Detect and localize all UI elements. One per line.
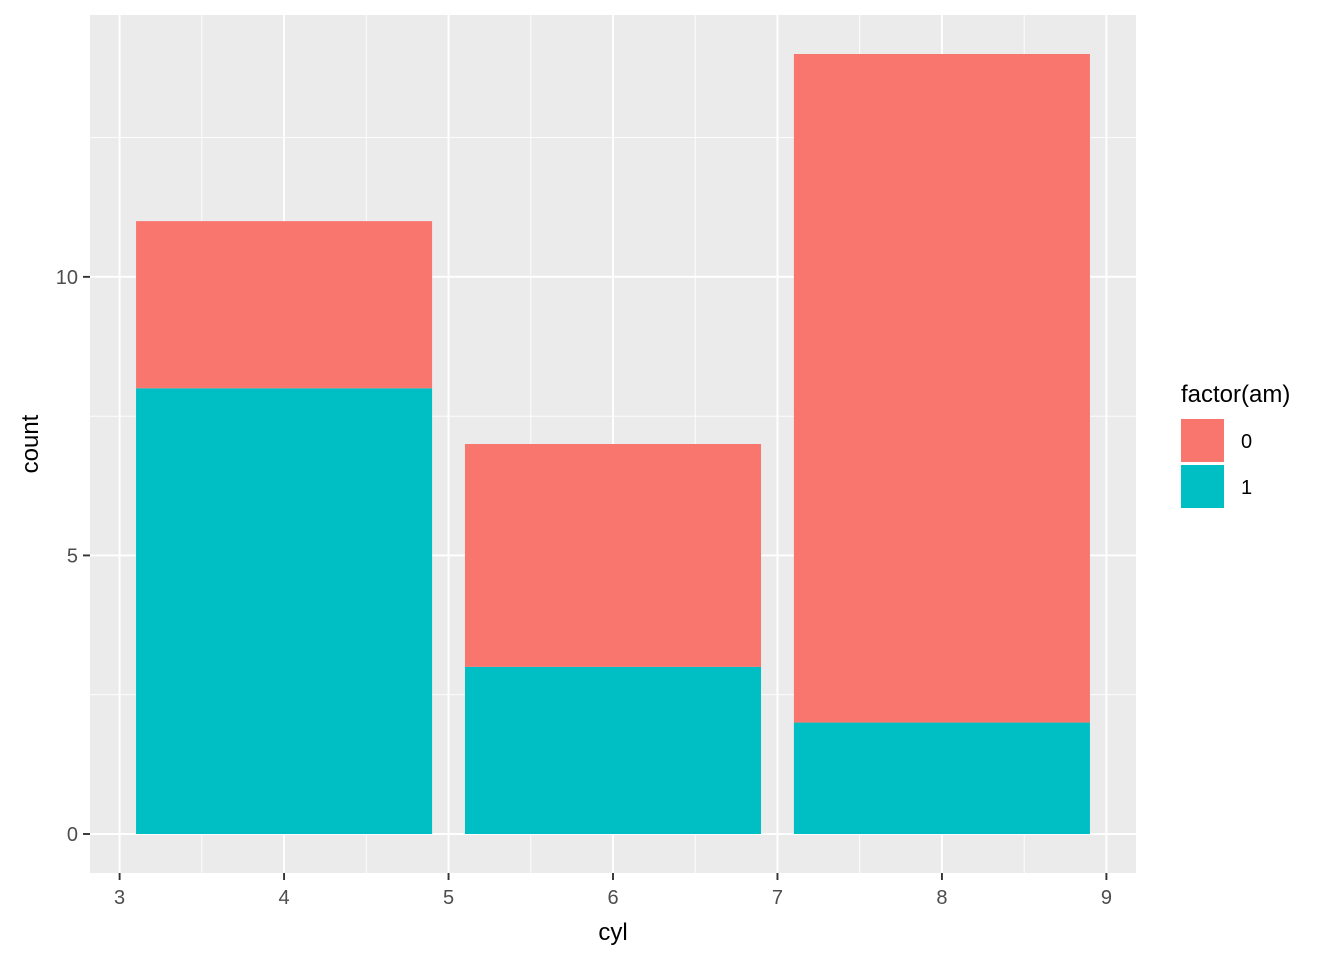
- x-axis-title: cyl: [598, 919, 627, 946]
- legend-entries: 01: [1181, 419, 1252, 508]
- x-tick-label: 9: [1101, 887, 1112, 909]
- legend-label-1: 1: [1241, 477, 1252, 499]
- y-axis-ticks: 0 5 10: [56, 267, 90, 846]
- x-tick-label: 7: [772, 887, 783, 909]
- bar-cyl8-am0: [793, 54, 1090, 723]
- x-tick-label: 5: [443, 887, 454, 909]
- bar-cyl4-am1: [136, 388, 433, 834]
- y-tick-label: 10: [56, 267, 78, 289]
- y-axis-title: count: [17, 414, 44, 473]
- legend-title: factor(am): [1181, 381, 1290, 408]
- y-tick-label: 5: [67, 545, 78, 567]
- legend: factor(am) 01: [1181, 381, 1290, 508]
- legend-key-1: [1181, 465, 1224, 508]
- x-axis-ticks: 3 4 5 6 7 8 9: [114, 873, 1112, 909]
- x-tick-label: 6: [607, 887, 618, 909]
- y-tick-label: 0: [67, 824, 78, 846]
- bar-cyl6-am0: [464, 444, 762, 667]
- bar-cyl6-am1: [464, 666, 762, 834]
- bar-cyl8-am1: [793, 722, 1090, 834]
- bar-cyl4-am0: [136, 221, 433, 389]
- legend-key-0: [1181, 419, 1224, 462]
- bars: [136, 54, 1090, 834]
- x-tick-label: 3: [114, 887, 125, 909]
- x-tick-label: 4: [279, 887, 290, 909]
- x-tick-label: 8: [936, 887, 947, 909]
- legend-label-0: 0: [1241, 431, 1252, 453]
